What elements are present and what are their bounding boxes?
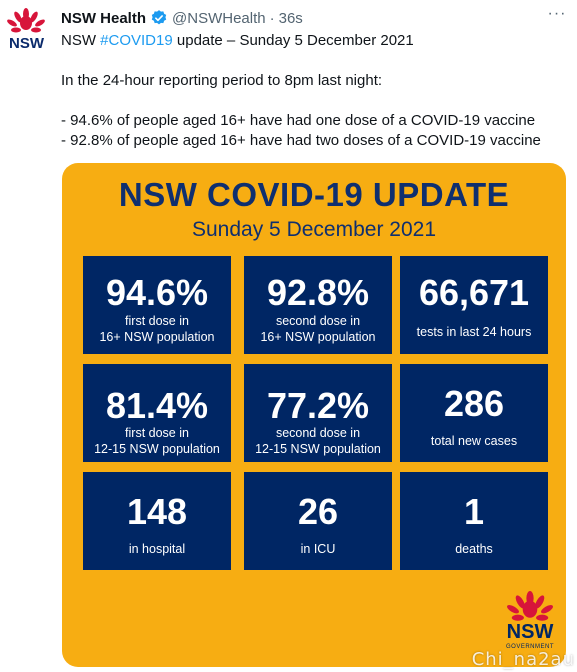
watermark: Chi_na2au	[471, 649, 575, 670]
logo-subtext: GOVERNMENT	[505, 644, 554, 650]
waratah-icon	[507, 591, 553, 621]
stat-value: 81.4%	[105, 385, 209, 426]
stat-tile-deaths: 1 deaths	[400, 472, 548, 570]
intro-prefix: NSW	[61, 32, 101, 49]
account-name[interactable]: NSW Health	[61, 9, 147, 27]
stat-value: 1	[463, 491, 485, 532]
stat-value: 92.8%	[266, 272, 370, 313]
stat-label: in hospital	[128, 542, 186, 556]
stat-label: 12-15 NSW population	[94, 442, 220, 456]
stat-value: 148	[126, 491, 188, 532]
infographic-date: Sunday 5 December 2021	[192, 218, 436, 241]
stat-label: second dose in	[275, 426, 361, 440]
infographic-title: NSW COVID-19 UPDATE	[118, 176, 510, 213]
tweet-intro: NSW #COVID19 update – Sunday 5 December …	[61, 31, 566, 51]
intro-suffix: update – Sunday 5 December 2021	[172, 32, 414, 49]
hashtag-link[interactable]: #COVID19	[100, 32, 173, 49]
stat-tile-hospital: 148 in hospital	[83, 472, 231, 570]
stat-value: 66,671	[418, 272, 530, 313]
stat-value: 94.6%	[105, 272, 209, 313]
more-options-icon[interactable]: ···	[547, 5, 567, 22]
stat-label: deaths	[455, 542, 493, 556]
stat-value: 26	[297, 491, 339, 532]
stat-label: 16+ NSW population	[99, 330, 215, 344]
stat-value: 286	[443, 383, 505, 424]
avatar-label: NSW	[9, 35, 44, 52]
tweet-timestamp[interactable]: 36s	[278, 9, 303, 27]
stat-tile-tests: 66,671 tests in last 24 hours	[400, 256, 548, 354]
tweet-bullet-first-dose: - 94.6% of people aged 16+ have had one …	[61, 112, 536, 129]
waratah-icon	[7, 8, 45, 33]
stat-label: 12-15 NSW population	[255, 442, 381, 456]
nsw-government-logo: NSW GOVERNMENT	[502, 591, 558, 657]
stat-value: 77.2%	[266, 385, 370, 426]
stat-label: second dose in	[275, 314, 361, 328]
stat-label: first dose in	[125, 426, 189, 440]
stat-tile-second-dose-12-15: 77.2% second dose in 12-15 NSW populatio…	[244, 364, 392, 462]
avatar[interactable]: NSW	[6, 8, 46, 52]
stat-tile-first-dose-12-15: 81.4% first dose in 12-15 NSW population	[83, 364, 231, 462]
account-handle[interactable]: @NSWHealth	[172, 9, 266, 27]
stat-tile-first-dose-16plus: 94.6% first dose in 16+ NSW population	[83, 256, 231, 354]
tweet-text: NSW #COVID19 update – Sunday 5 December …	[61, 31, 566, 151]
tweet-line-reporting-period: In the 24-hour reporting period to 8pm l…	[61, 72, 383, 89]
stat-tile-icu: 26 in ICU	[244, 472, 392, 570]
stat-tile-new-cases: 286 total new cases	[400, 364, 548, 462]
stat-tile-second-dose-16plus: 92.8% second dose in 16+ NSW population	[244, 256, 392, 354]
tweet-bullet-second-dose: - 92.8% of people aged 16+ have had two …	[61, 132, 541, 149]
stat-label: 16+ NSW population	[260, 330, 376, 344]
stat-label: total new cases	[430, 434, 518, 448]
logo-text: NSW	[506, 621, 554, 643]
stat-label: in ICU	[300, 542, 336, 556]
update-infographic[interactable]: NSW COVID-19 UPDATE Sunday 5 December 20…	[62, 163, 566, 667]
header-separator: ·	[269, 9, 275, 27]
stat-label: tests in last 24 hours	[416, 325, 532, 339]
stat-label: first dose in	[125, 314, 189, 328]
tweet-header: NSW Health @NSWHealth · 36s	[61, 8, 303, 28]
verified-badge-icon	[151, 10, 167, 25]
